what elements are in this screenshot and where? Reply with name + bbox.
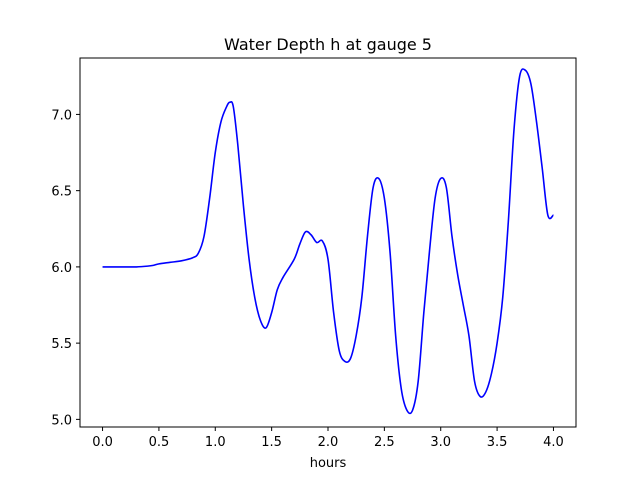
x-axis: 0.0 0.5 1.0 1.5 2.0 2.5 3.0 3.5 4.0 (92, 427, 564, 450)
x-tick-label: 1.0 (205, 435, 226, 450)
x-tick-label: 0.5 (149, 435, 170, 450)
chart-title: Water Depth h at gauge 5 (224, 35, 432, 54)
x-tick-label: 2.5 (374, 435, 395, 450)
x-tick-label: 4.0 (543, 435, 564, 450)
x-tick-label: 2.0 (318, 435, 339, 450)
y-tick-label: 6.5 (51, 185, 72, 200)
plot-area: 0.0 0.5 1.0 1.5 2.0 2.5 3.0 3.5 4.0 5.0 5.5 6.0 6.5… (51, 57, 577, 450)
y-tick-label: 6.0 (51, 261, 72, 276)
x-tick-label: 3.0 (430, 435, 451, 450)
series-line (102, 68, 554, 415)
x-axis-label: hours (310, 456, 347, 471)
y-axis: 5.0 5.5 6.0 6.5 7.0 (51, 108, 80, 428)
y-tick-label: 7.0 (51, 108, 72, 123)
y-tick-label: 5.0 (51, 413, 72, 428)
x-tick-label: 1.5 (261, 435, 282, 450)
x-tick-label: 0.0 (92, 435, 113, 450)
x-tick-label: 3.5 (487, 435, 508, 450)
y-tick-label: 5.5 (51, 337, 72, 352)
